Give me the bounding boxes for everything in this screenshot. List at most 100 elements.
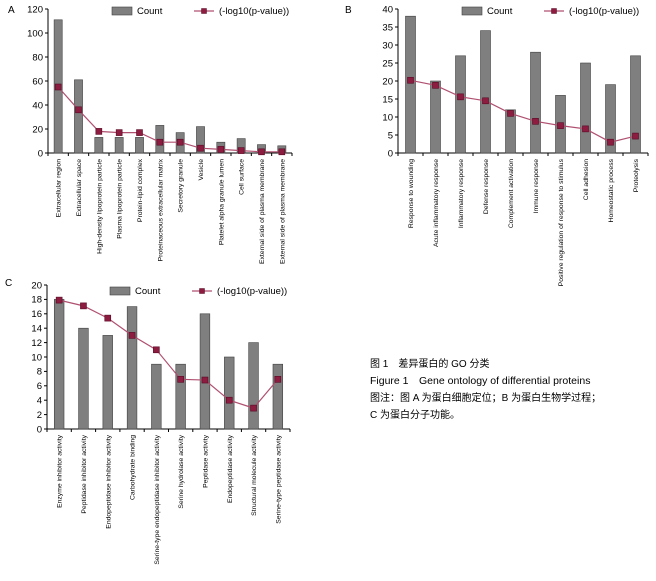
caption-note-1: 图注：图 A 为蛋白细胞定位；B 为蛋白生物学过程； [370, 393, 602, 404]
category-label: High-density lipoprotein particle [96, 159, 103, 254]
caption-title-en: Figure 1 Gene ontology of differential p… [370, 375, 591, 387]
data-point [153, 346, 160, 354]
data-point [80, 302, 87, 310]
category-label: Proteinaceous extracellular matrix [157, 158, 164, 261]
y-tick-label: 12 [31, 338, 42, 349]
y-tick-label: 2 [37, 410, 42, 421]
bar [199, 313, 211, 430]
category-label: Enzyme inhibitor activity [57, 434, 64, 508]
data-point [582, 125, 589, 133]
bar [580, 62, 591, 154]
data-point [201, 376, 209, 384]
legend-line-marker [199, 288, 205, 294]
y-tick-label: 20 [382, 76, 393, 87]
y-tick-label: 14 [31, 324, 42, 335]
category-label: Defense response [483, 159, 490, 214]
y-tick-label: 10 [31, 352, 42, 363]
panel-b-chart: B 0 5 10 15 20 25 30 35 40 Response to wounding Acu… [345, 4, 649, 286]
panel-letter: B [345, 5, 352, 16]
category-label: External side of plasma membrane [279, 159, 286, 264]
y-tick-label: 40 [382, 4, 393, 15]
legend-line-marker [551, 8, 557, 14]
y-tick-label: 20 [31, 280, 42, 291]
bar [175, 363, 186, 430]
data-point [274, 376, 282, 383]
category-label: Cell surface [239, 159, 246, 195]
category-label: Cell adhesion [583, 159, 590, 200]
y-tick-label: 0 [388, 148, 393, 159]
category-label: Structural molecule activity [251, 434, 258, 515]
data-point [177, 376, 184, 383]
pvalue-line [59, 299, 279, 409]
legend-line-label: (-log10(p-value)) [569, 6, 639, 17]
bar [248, 342, 259, 430]
category-label: Vesicle [198, 159, 205, 181]
data-point [95, 128, 103, 135]
y-tick-label: 35 [382, 22, 393, 33]
bar [126, 306, 138, 430]
y-tick-label: 0 [37, 424, 42, 435]
y-tick-label: 60 [32, 76, 43, 87]
category-label: Serine hydrolase activity [178, 434, 185, 508]
y-tick-label: 5 [388, 130, 393, 141]
pvalue-line [57, 86, 282, 153]
category-label: Homeostatic process [608, 158, 615, 222]
bar [405, 15, 416, 154]
bar [630, 55, 641, 154]
legend-bar-swatch [109, 286, 131, 296]
data-point [258, 148, 265, 156]
data-point [217, 146, 225, 153]
data-point [156, 138, 164, 146]
bar [430, 80, 441, 154]
category-label: Serine-type peptidase activity [275, 434, 282, 523]
bar [78, 327, 89, 430]
bar [196, 126, 205, 154]
data-point [104, 314, 112, 322]
y-tick-label: 16 [31, 309, 42, 320]
category-label: Endopeptidase activity [227, 434, 234, 503]
category-label: Peptidase activity [202, 434, 209, 487]
bar [530, 51, 541, 154]
bar [135, 137, 144, 154]
legend-bar-swatch [461, 6, 483, 16]
bar [224, 356, 235, 430]
bar [505, 109, 516, 154]
panel-letter: A [8, 5, 15, 16]
category-label: Carbohydrate binding [130, 435, 137, 500]
figure-caption: 图 1 差异蛋白的 GO 分类 Figure 1 Gene ontology o… [370, 356, 650, 424]
bar [455, 55, 466, 154]
category-label: Secretory granule [178, 159, 185, 213]
legend-line-label: (-log10(p-value)) [217, 286, 287, 297]
y-tick-label: 18 [31, 295, 42, 306]
data-point [407, 76, 414, 84]
category-label: Positive regulation of response to stimu… [558, 158, 565, 286]
y-tick-label: 25 [382, 58, 393, 69]
category-label: Proteolysis [633, 158, 640, 192]
data-point [136, 129, 143, 136]
bar [151, 363, 162, 430]
caption-title: 图 1 差异蛋白的 GO 分类 [370, 359, 490, 370]
panel-a-chart: A 0 20 40 60 80 100 120 Extracellular region Extr… [8, 4, 293, 264]
category-label: Peptidase inhibitor activity [81, 434, 88, 513]
bar [74, 79, 83, 154]
legend-bar-label: Count [137, 6, 163, 17]
data-point [632, 132, 639, 140]
data-point [128, 332, 136, 339]
y-tick-label: 100 [27, 28, 43, 39]
category-label: Inflammatory response [458, 159, 465, 228]
y-tick-label: 40 [32, 100, 43, 111]
data-point [432, 82, 439, 89]
y-tick-label: 120 [27, 4, 43, 15]
bar [102, 335, 113, 430]
bar [272, 363, 284, 430]
category-label: Plasma lipoprotein particle [117, 159, 124, 239]
category-label: Extracellular region [56, 159, 63, 217]
y-tick-label: 4 [37, 396, 42, 407]
legend-line-marker [201, 8, 207, 14]
category-label: Extracellular space [76, 159, 83, 217]
y-tick-label: 20 [32, 124, 43, 135]
data-point [197, 144, 204, 152]
y-tick-label: 15 [382, 94, 393, 105]
category-label: Response to wounding [408, 159, 415, 228]
category-label: Protein-lipid complex [137, 158, 144, 222]
